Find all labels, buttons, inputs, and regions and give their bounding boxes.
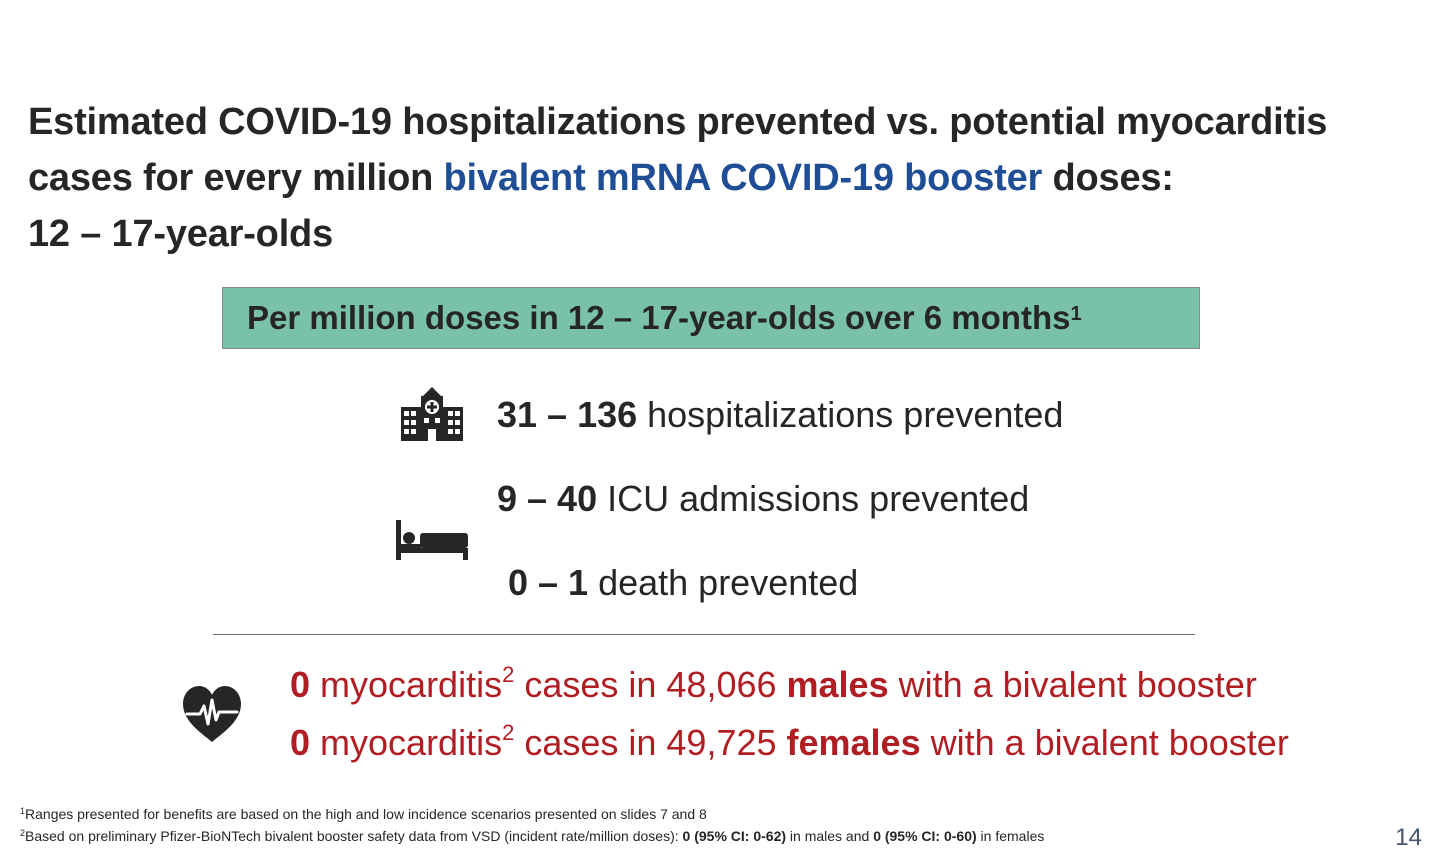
footnote-2-males-ci: 0 (95% CI: 0-62) [682,828,787,844]
footnote-2-text-c: in males and [786,828,874,844]
stat-death-value: 0 – 1 [508,562,589,603]
stat-icu-label: ICU admissions prevented [597,478,1030,519]
myocarditis-males-count: 0 [290,664,311,705]
stat-hospitalizations: 31 – 136 hospitalizations prevented [497,394,1063,436]
page-number: 14 [1395,824,1422,851]
title-part2: doses: [1042,157,1174,199]
footnote-1: 1Ranges presented for benefits are based… [20,806,707,822]
footnote-2-text-e: in females [976,828,1045,844]
title-age-group: 12 – 17-year-olds [28,213,333,255]
heart-rate-icon [183,686,241,742]
myocarditis-females-word: myocarditis [310,722,503,763]
myocarditis-males-group: males [786,664,889,705]
bed-icon [396,520,468,560]
slide-title: Estimated COVID-19 hospitalizations prev… [28,94,1418,262]
myocarditis-females-count: 0 [290,722,311,763]
stat-hospitalizations-label: hospitalizations prevented [637,394,1064,435]
myocarditis-males-mid: cases in 48,066 [514,664,787,705]
myocarditis-females-tail: with a bivalent booster [920,722,1289,763]
myocarditis-females: 0 myocarditis2 cases in 49,725 females w… [290,720,1289,764]
myocarditis-females-footnote-ref: 2 [502,720,515,745]
summary-banner: Per million doses in 12 – 17-year-olds o… [222,287,1200,349]
section-divider [213,634,1195,635]
myocarditis-females-mid: cases in 49,725 [514,722,787,763]
myocarditis-males-tail: with a bivalent booster [888,664,1257,705]
stat-hospitalizations-value: 31 – 136 [497,394,638,435]
stat-death: 0 – 1 death prevented [508,562,858,604]
myocarditis-males: 0 myocarditis2 cases in 48,066 males wit… [290,662,1257,706]
title-highlight: bivalent mRNA COVID-19 booster [443,157,1043,199]
stat-icu: 9 – 40 ICU admissions prevented [497,478,1029,520]
footnote-1-marker: 1 [20,806,26,816]
myocarditis-males-word: myocarditis [310,664,503,705]
myocarditis-males-footnote-ref: 2 [502,662,515,687]
footnote-2: 2Based on preliminary Pfizer-BioNTech bi… [20,828,1044,844]
title-part1: Estimated COVID-19 hospitalizations prev… [28,101,1328,199]
stat-death-label: death prevented [588,562,859,603]
hospital-icon [401,387,463,441]
myocarditis-females-group: females [786,722,921,763]
stat-icu-value: 9 – 40 [497,478,598,519]
footnote-2-text-a: Based on preliminary Pfizer-BioNTech biv… [25,828,683,844]
footnote-1-text: Ranges presented for benefits are based … [25,806,707,822]
banner-text: Per million doses in 12 – 17-year-olds o… [247,299,1071,336]
footnote-2-females-ci: 0 (95% CI: 0-60) [873,828,977,844]
footnote-2-marker: 2 [20,828,26,838]
banner-footnote-ref: 1 [1070,302,1082,325]
